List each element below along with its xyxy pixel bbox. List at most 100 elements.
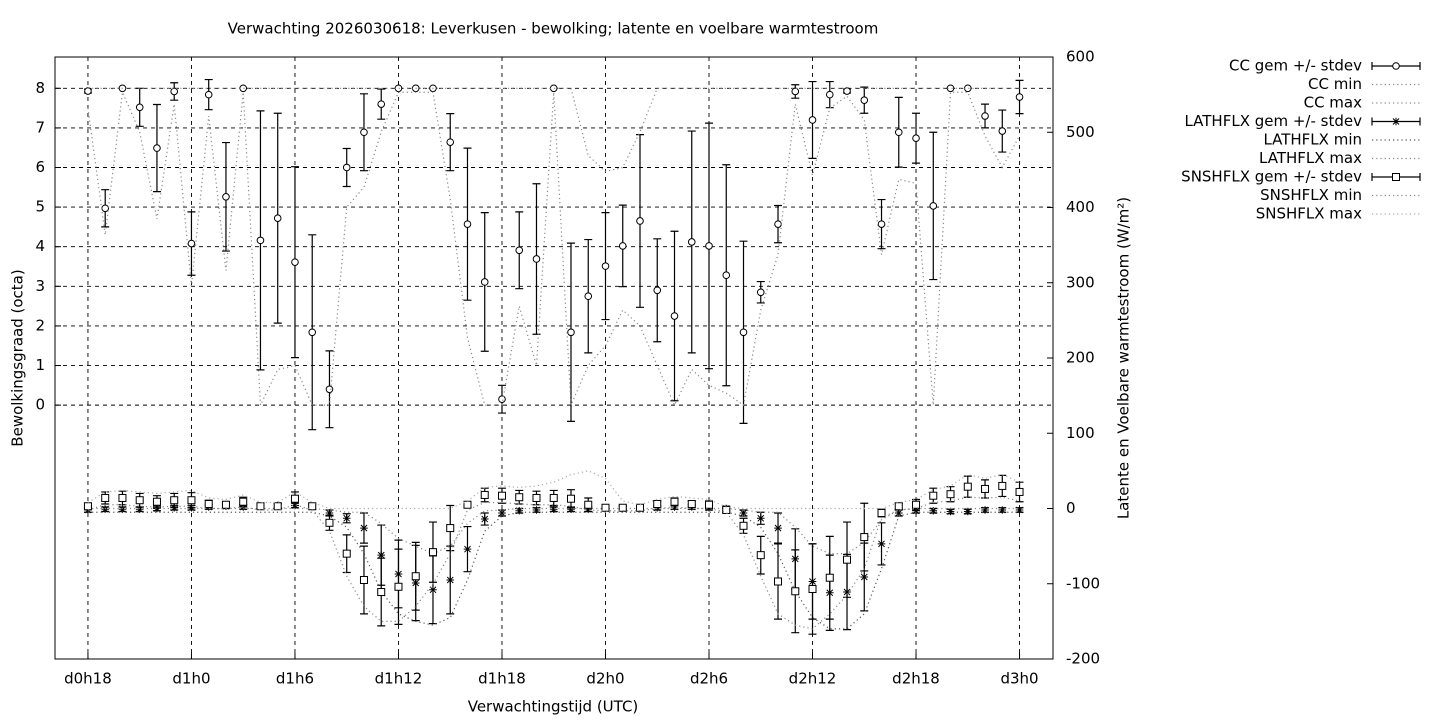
y-tick-label: 8	[35, 79, 45, 97]
point-marker	[756, 551, 765, 560]
point-marker	[618, 242, 627, 250]
point-marker	[428, 548, 437, 557]
point-marker	[498, 395, 506, 403]
point-marker	[273, 214, 282, 222]
point-marker	[998, 481, 1007, 490]
plot-frame	[54, 56, 1054, 660]
legend-label: LATHFLX min	[1263, 131, 1362, 149]
y2-tick-label: -100	[1066, 574, 1100, 592]
point-marker	[515, 506, 524, 515]
point-marker	[498, 509, 506, 517]
point-marker	[877, 540, 886, 548]
point-marker	[756, 288, 765, 297]
point-marker	[446, 524, 455, 533]
point-marker	[670, 312, 679, 320]
point-marker	[567, 505, 575, 514]
point-marker	[480, 490, 489, 499]
x-tick-label: d1h6	[276, 670, 314, 688]
y2-tick-label: -200	[1066, 650, 1100, 668]
point-marker	[653, 286, 662, 295]
y-tick-label: 6	[35, 158, 45, 176]
point-marker	[791, 87, 800, 96]
point-marker	[912, 500, 921, 509]
point-marker	[963, 507, 972, 516]
y-tick-label: 2	[35, 316, 45, 334]
point-marker	[187, 496, 196, 505]
point-marker	[808, 116, 817, 124]
point-marker	[860, 96, 869, 104]
point-marker	[256, 502, 265, 511]
point-marker	[153, 144, 161, 152]
legend-label: LATHFLX gem +/- stdev	[1184, 112, 1362, 130]
point-marker	[946, 84, 955, 93]
y2-tick-label: 0	[1066, 499, 1076, 517]
point-marker	[567, 328, 575, 337]
point-marker	[377, 100, 386, 108]
point-marker	[894, 128, 903, 137]
point-marker	[204, 90, 213, 99]
point-marker	[308, 328, 317, 337]
point-marker	[549, 493, 558, 502]
point-marker	[1015, 93, 1024, 101]
point-marker	[1015, 487, 1024, 496]
point-marker	[929, 202, 938, 210]
point-marker	[497, 491, 506, 500]
point-marker	[687, 238, 696, 246]
point-marker	[187, 239, 196, 248]
point-marker	[894, 502, 903, 511]
point-marker	[532, 506, 541, 514]
point-marker	[411, 572, 420, 581]
y-tick-label: 0	[35, 396, 45, 414]
point-marker	[601, 262, 610, 270]
point-marker	[135, 103, 144, 112]
point-marker	[83, 502, 92, 511]
point-marker	[532, 493, 541, 502]
y2-axis-label: Latente en Voelbare warmtestroom (W/m²)	[1115, 197, 1133, 519]
point-marker	[808, 585, 817, 594]
point-marker	[273, 502, 282, 511]
range-line	[87, 470, 1020, 510]
point-marker	[359, 575, 368, 584]
point-marker	[549, 84, 558, 93]
x-tick-label: d3h0	[1000, 670, 1038, 688]
x-axis-label: Verwachtingstijd (UTC)	[468, 698, 639, 716]
point-marker	[325, 518, 334, 527]
legend-marker	[1392, 173, 1400, 181]
y-tick-label: 5	[35, 198, 45, 216]
point-marker	[118, 493, 127, 502]
point-marker	[636, 217, 644, 225]
point-marker	[739, 521, 748, 530]
point-marker	[843, 555, 852, 564]
point-marker	[998, 127, 1007, 135]
point-marker	[601, 503, 610, 512]
point-marker	[135, 496, 144, 505]
point-marker	[170, 503, 179, 512]
point-marker	[739, 328, 748, 337]
point-marker	[705, 500, 714, 509]
point-marker	[394, 84, 403, 93]
point-marker	[532, 255, 541, 263]
point-marker	[170, 496, 179, 505]
range-line	[87, 87, 1020, 173]
y-tick-label: 1	[35, 356, 45, 374]
point-marker	[152, 497, 161, 506]
point-marker	[566, 494, 575, 503]
y2-tick-label: 400	[1066, 198, 1095, 216]
x-tick-label: d1h18	[478, 670, 526, 688]
x-tick-label: d2h6	[690, 670, 728, 688]
range-line	[87, 496, 1020, 630]
point-marker	[377, 588, 386, 597]
point-marker	[135, 505, 144, 514]
legend-label: CC gem +/- stdev	[1229, 57, 1362, 75]
y-axis-label: Bewolkingsgraad (octa)	[9, 269, 27, 446]
point-marker	[204, 499, 213, 508]
point-marker	[981, 506, 989, 514]
point-marker	[860, 573, 869, 581]
point-marker	[101, 493, 110, 502]
y2-tick-label: 500	[1066, 123, 1095, 141]
x-tick-label: d1h0	[172, 670, 210, 688]
point-marker	[446, 576, 455, 584]
point-marker	[170, 87, 179, 96]
point-marker	[515, 493, 524, 502]
